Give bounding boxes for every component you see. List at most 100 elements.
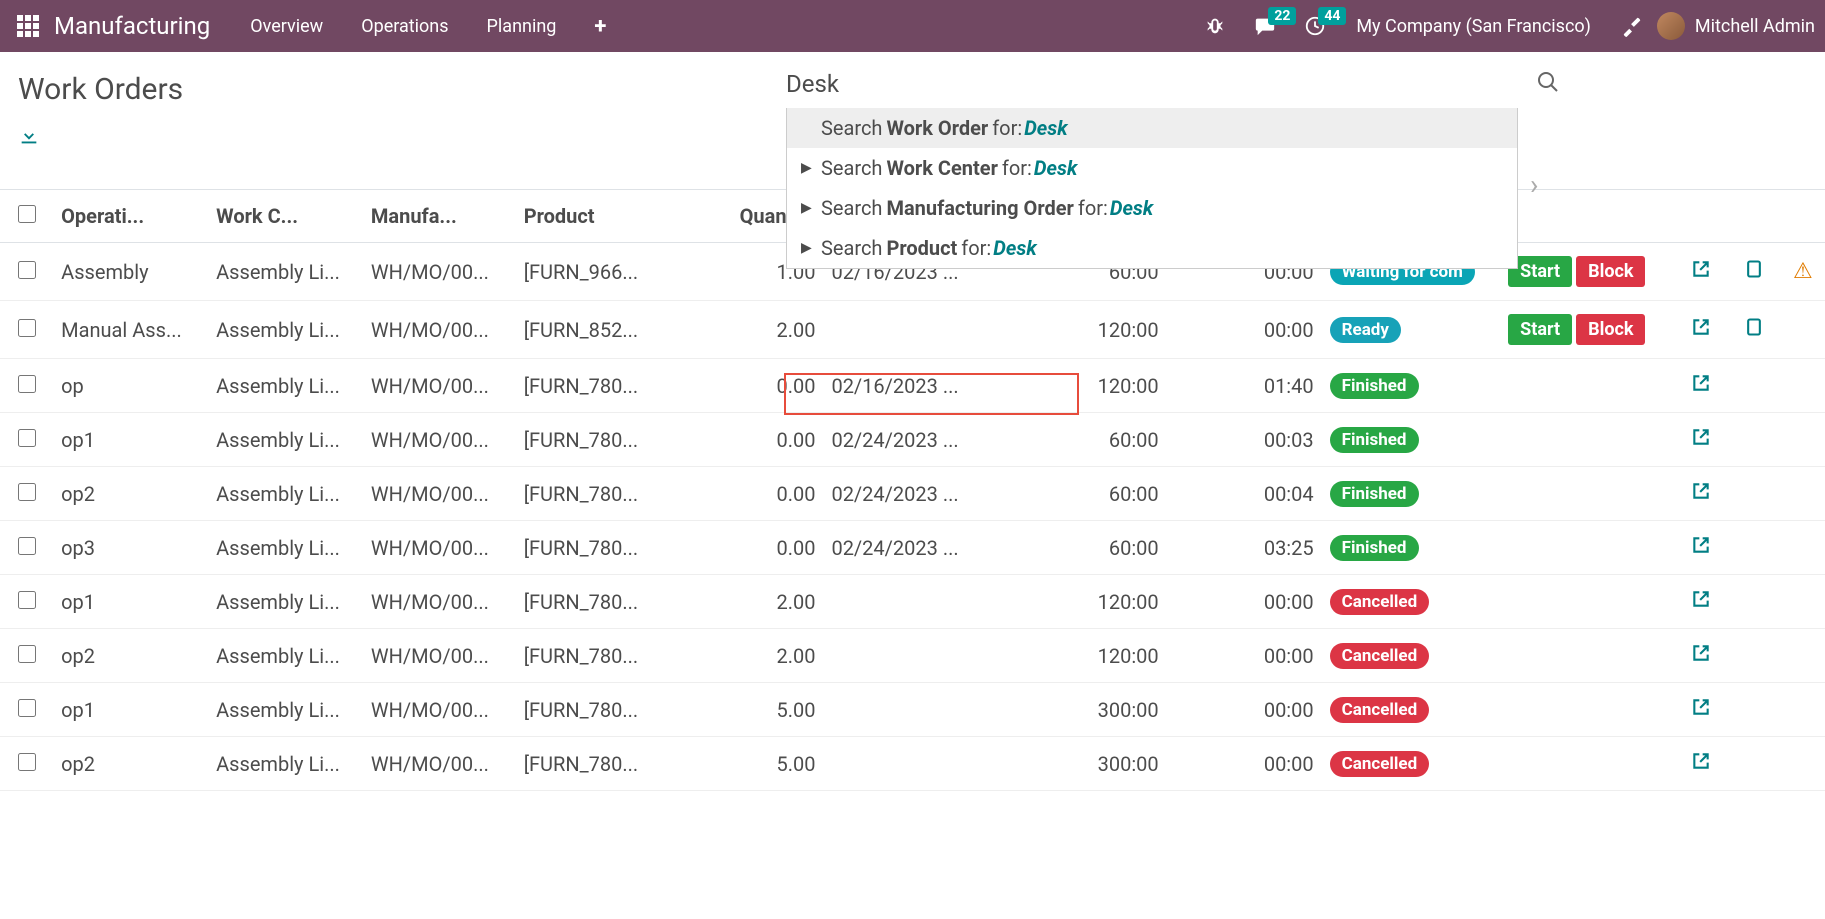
row-checkbox[interactable] xyxy=(18,261,36,279)
th-work-center[interactable]: Work C... xyxy=(208,190,363,243)
cell-operation: op2 xyxy=(53,737,208,791)
row-checkbox[interactable] xyxy=(18,375,36,393)
warning-icon: ⚠ xyxy=(1793,259,1813,284)
open-icon[interactable] xyxy=(1691,260,1711,284)
nav-add-icon[interactable]: + xyxy=(594,14,606,39)
suggestion-prefix: Search xyxy=(821,116,882,140)
cell-operation: op3 xyxy=(53,521,208,575)
cell-real-duration: 00:00 xyxy=(1167,683,1322,737)
cell-operation: op2 xyxy=(53,629,208,683)
cell-expected-duration: 60:00 xyxy=(1001,467,1167,521)
row-checkbox[interactable] xyxy=(18,591,36,609)
table-row[interactable]: opAssembly Li...WH/MO/00...[FURN_780...0… xyxy=(0,359,1825,413)
search-dropdown: SearchWork Orderfor: Desk▶SearchWork Cen… xyxy=(786,108,1518,269)
table-row[interactable]: op1Assembly Li...WH/MO/00...[FURN_780...… xyxy=(0,575,1825,629)
block-button[interactable]: Block xyxy=(1576,314,1645,345)
top-navbar: Manufacturing Overview Operations Planni… xyxy=(0,0,1825,52)
cell-expected-duration: 60:00 xyxy=(1001,413,1167,467)
tools-icon[interactable] xyxy=(1621,15,1643,37)
open-icon[interactable] xyxy=(1691,536,1711,560)
row-checkbox[interactable] xyxy=(18,483,36,501)
open-icon[interactable] xyxy=(1691,318,1711,342)
table-row[interactable]: op1Assembly Li...WH/MO/00...[FURN_780...… xyxy=(0,413,1825,467)
th-actions xyxy=(1500,190,1674,243)
debug-icon[interactable] xyxy=(1204,15,1226,37)
search-suggestion[interactable]: ▶SearchWork Centerfor: Desk xyxy=(787,148,1517,188)
cell-scheduled xyxy=(823,737,1000,791)
download-icon[interactable] xyxy=(18,132,40,151)
cell-product: [FURN_780... xyxy=(516,467,715,521)
company-switcher[interactable]: My Company (San Francisco) xyxy=(1356,16,1591,37)
cell-real-duration: 00:03 xyxy=(1167,413,1322,467)
suggestion-term: Desk xyxy=(1024,116,1067,140)
cell-real-duration: 00:00 xyxy=(1167,575,1322,629)
cell-work-center: Assembly Li... xyxy=(208,737,363,791)
suggestion-prefix: Search xyxy=(821,156,882,180)
cell-expected-duration: 300:00 xyxy=(1001,737,1167,791)
search-suggestion[interactable]: SearchWork Orderfor: Desk xyxy=(787,108,1517,148)
suggestion-field: Work Order xyxy=(886,116,988,140)
nav-overview[interactable]: Overview xyxy=(250,16,323,37)
row-checkbox[interactable] xyxy=(18,699,36,717)
cell-scheduled: 02/24/2023 ... xyxy=(823,413,1000,467)
cell-product: [FURN_780... xyxy=(516,629,715,683)
pager-next-icon[interactable]: › xyxy=(1530,168,1538,201)
table-row[interactable]: Manual Ass...Assembly Li...WH/MO/00...[F… xyxy=(0,301,1825,359)
cell-work-center: Assembly Li... xyxy=(208,521,363,575)
activities-badge: 44 xyxy=(1318,7,1346,25)
suggestion-term: Desk xyxy=(1034,156,1077,180)
row-checkbox[interactable] xyxy=(18,645,36,663)
th-operation[interactable]: Operati... xyxy=(53,190,208,243)
username[interactable]: Mitchell Admin xyxy=(1695,16,1815,37)
table-row[interactable]: op2Assembly Li...WH/MO/00...[FURN_780...… xyxy=(0,467,1825,521)
cell-mo: WH/MO/00... xyxy=(363,243,516,301)
row-checkbox[interactable] xyxy=(18,429,36,447)
avatar[interactable] xyxy=(1657,12,1685,40)
cell-expected-duration: 120:00 xyxy=(1001,359,1167,413)
open-icon[interactable] xyxy=(1691,374,1711,398)
open-icon[interactable] xyxy=(1691,644,1711,668)
table-row[interactable]: op2Assembly Li...WH/MO/00...[FURN_780...… xyxy=(0,737,1825,791)
tablet-icon[interactable] xyxy=(1744,318,1764,342)
open-icon[interactable] xyxy=(1691,752,1711,776)
search-suggestion[interactable]: ▶SearchManufacturing Orderfor: Desk xyxy=(787,188,1517,228)
table-row[interactable]: op3Assembly Li...WH/MO/00...[FURN_780...… xyxy=(0,521,1825,575)
row-checkbox[interactable] xyxy=(18,537,36,555)
open-icon[interactable] xyxy=(1691,428,1711,452)
cell-expected-duration: 120:00 xyxy=(1001,575,1167,629)
row-checkbox[interactable] xyxy=(18,319,36,337)
suggestion-prefix: Search xyxy=(821,196,882,220)
cell-product: [FURN_780... xyxy=(516,575,715,629)
th-manufacturing-order[interactable]: Manufa... xyxy=(363,190,516,243)
th-product[interactable]: Product xyxy=(516,190,715,243)
open-icon[interactable] xyxy=(1691,698,1711,722)
open-icon[interactable] xyxy=(1691,590,1711,614)
search-input[interactable] xyxy=(786,66,1518,106)
cell-mo: WH/MO/00... xyxy=(363,737,516,791)
activities-icon[interactable]: 44 xyxy=(1304,15,1326,37)
cell-quantity: 0.00 xyxy=(715,413,823,467)
row-checkbox[interactable] xyxy=(18,753,36,771)
start-button[interactable]: Start xyxy=(1508,314,1572,345)
cell-quantity: 0.00 xyxy=(715,467,823,521)
messages-icon[interactable]: 22 xyxy=(1254,15,1276,37)
cell-operation: op1 xyxy=(53,575,208,629)
apps-icon[interactable] xyxy=(16,14,40,38)
open-icon[interactable] xyxy=(1691,482,1711,506)
table-row[interactable]: op2Assembly Li...WH/MO/00...[FURN_780...… xyxy=(0,629,1825,683)
select-all-checkbox[interactable] xyxy=(18,205,36,223)
table-row[interactable]: op1Assembly Li...WH/MO/00...[FURN_780...… xyxy=(0,683,1825,737)
tablet-icon[interactable] xyxy=(1744,260,1764,284)
nav-planning[interactable]: Planning xyxy=(487,16,557,37)
status-badge: Cancelled xyxy=(1330,589,1430,615)
block-button[interactable]: Block xyxy=(1576,256,1645,287)
cell-expected-duration: 60:00 xyxy=(1001,521,1167,575)
app-brand[interactable]: Manufacturing xyxy=(54,12,210,40)
nav-operations[interactable]: Operations xyxy=(361,16,448,37)
suggestion-suffix: for: xyxy=(1002,156,1032,180)
search-icon[interactable] xyxy=(1536,70,1560,98)
cell-scheduled xyxy=(823,629,1000,683)
search-suggestion[interactable]: ▶SearchProductfor: Desk xyxy=(787,228,1517,268)
suggestion-field: Work Center xyxy=(886,156,997,180)
cell-quantity: 5.00 xyxy=(715,737,823,791)
